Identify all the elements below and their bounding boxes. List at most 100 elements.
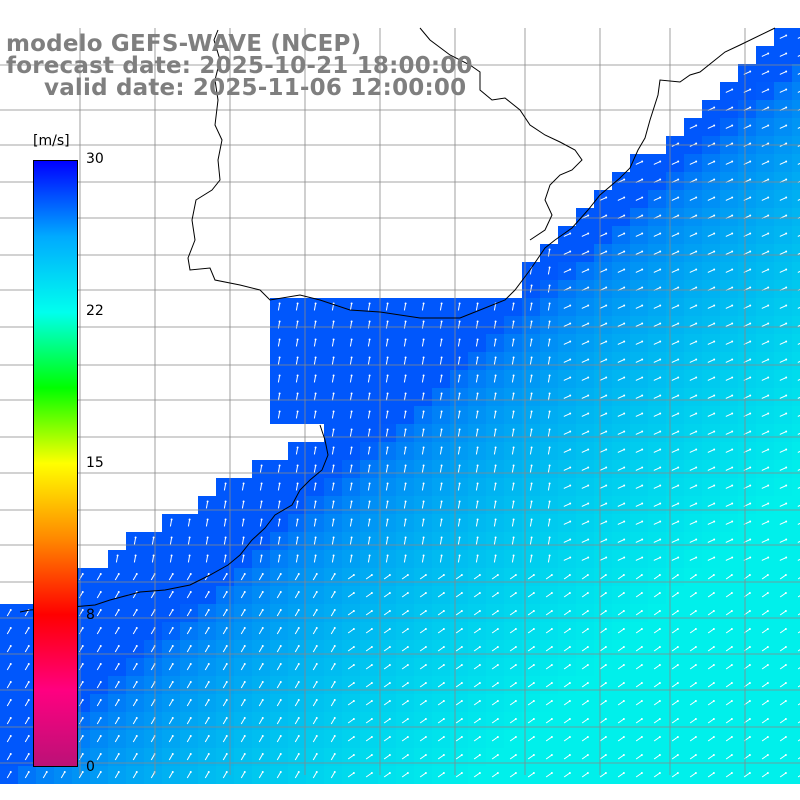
wind-arrow-head [494, 554, 497, 557]
wind-arrow [635, 718, 643, 724]
wind-arrow-head [9, 698, 12, 701]
wind-arrow [653, 718, 661, 724]
wind-arrow-head [279, 662, 282, 665]
wind-arrow-head [496, 735, 499, 738]
wind-arrow-head [496, 591, 499, 594]
wind-arrow-head [424, 681, 427, 684]
wind-arrow [222, 627, 228, 635]
wind-arrow-head [243, 716, 246, 719]
wind-arrow-head [767, 52, 770, 55]
wind-arrow-head [440, 392, 443, 395]
wind-cell [792, 640, 800, 658]
wind-arrow [599, 323, 607, 327]
wind-arrow-head [569, 430, 572, 433]
wind-arrow [258, 681, 264, 689]
wind-arrow-head [296, 536, 299, 539]
wind-arrow [617, 646, 625, 652]
wind-arrow [689, 449, 697, 453]
wind-arrow [725, 377, 733, 381]
wind-arrow [671, 467, 679, 471]
wind-arrow [365, 664, 373, 670]
wind-arrow [365, 718, 373, 724]
wind-arrow [761, 431, 769, 435]
wind-arrow-head [99, 572, 102, 575]
wind-arrow [779, 485, 787, 489]
wind-arrow-head [406, 591, 409, 594]
wind-arrow-head [368, 320, 371, 323]
wind-arrow [725, 485, 733, 489]
wind-arrow [312, 573, 318, 581]
wind-arrow [725, 628, 733, 634]
wind-arrow-head [605, 340, 608, 343]
wind-arrow [367, 483, 371, 491]
wind-arrow [653, 754, 661, 760]
wind-arrow-head [658, 573, 661, 576]
wind-arrow-head [767, 70, 770, 73]
wind-arrow-head [605, 268, 608, 271]
wind-arrow-head [512, 428, 515, 431]
wind-arrow-head [152, 554, 155, 557]
wind-arrow-head [171, 608, 174, 611]
wind-arrow-head [641, 484, 644, 487]
wind-arrow-head [569, 304, 572, 307]
wind-arrow-head [350, 374, 353, 377]
wind-arrow-head [784, 573, 787, 576]
wind-arrow-head [460, 681, 463, 684]
wind-arrow [437, 736, 445, 742]
wind-arrow [455, 628, 463, 634]
wind-arrow [797, 126, 800, 129]
wind-arrow-head [623, 196, 626, 199]
wind-arrow [529, 447, 533, 455]
wind-arrow-head [677, 196, 680, 199]
wind-arrow-head [587, 358, 590, 361]
coastline-east [419, 27, 583, 241]
wind-arrow-head [731, 106, 734, 109]
wind-arrow-head [476, 338, 479, 341]
wind-arrow-head [713, 358, 716, 361]
wind-arrow [169, 555, 173, 563]
wind-arrow-head [730, 699, 733, 702]
wind-arrow [403, 339, 407, 347]
wind-arrow-head [569, 538, 572, 541]
wind-arrow-head [116, 554, 119, 557]
wind-arrow-head [677, 268, 680, 271]
wind-arrow [617, 718, 625, 724]
wind-arrow [419, 610, 427, 616]
wind-arrow [439, 483, 443, 491]
wind-arrow [725, 359, 733, 363]
wind-arrow [671, 574, 679, 580]
wind-cell [792, 712, 800, 730]
wind-arrow-head [404, 500, 407, 503]
wind-arrow-head [476, 410, 479, 413]
wind-arrow-head [730, 645, 733, 648]
wind-arrow-head [512, 482, 515, 485]
wind-arrow [617, 449, 625, 453]
wind-arrow [421, 555, 425, 563]
wind-arrow [493, 555, 497, 563]
wind-arrow-head [695, 286, 698, 289]
wind-arrow [547, 285, 551, 293]
wind-arrow-head [749, 520, 752, 523]
wind-arrow [241, 537, 245, 545]
wind-arrow-head [641, 286, 644, 289]
wind-cell [792, 100, 800, 118]
wind-arrow-head [659, 214, 662, 217]
wind-arrow-head [641, 214, 644, 217]
wind-arrow-head [569, 520, 572, 523]
wind-arrow-head [659, 448, 662, 451]
wind-arrow-head [640, 717, 643, 720]
wind-arrow [689, 431, 697, 435]
wind-arrow-head [604, 663, 607, 666]
wind-arrow [689, 233, 697, 237]
wind-arrow-head [440, 518, 443, 521]
wind-arrow [186, 699, 192, 707]
wind-arrow [277, 339, 281, 347]
wind-arrow-head [586, 771, 589, 774]
wind-arrow-head [260, 536, 263, 539]
wind-arrow-head [496, 627, 499, 630]
wind-arrow [529, 465, 533, 473]
wind-arrow [223, 537, 227, 545]
wind-arrow-head [623, 250, 626, 253]
wind-arrow [599, 305, 607, 309]
wind-arrow-head [386, 410, 389, 413]
